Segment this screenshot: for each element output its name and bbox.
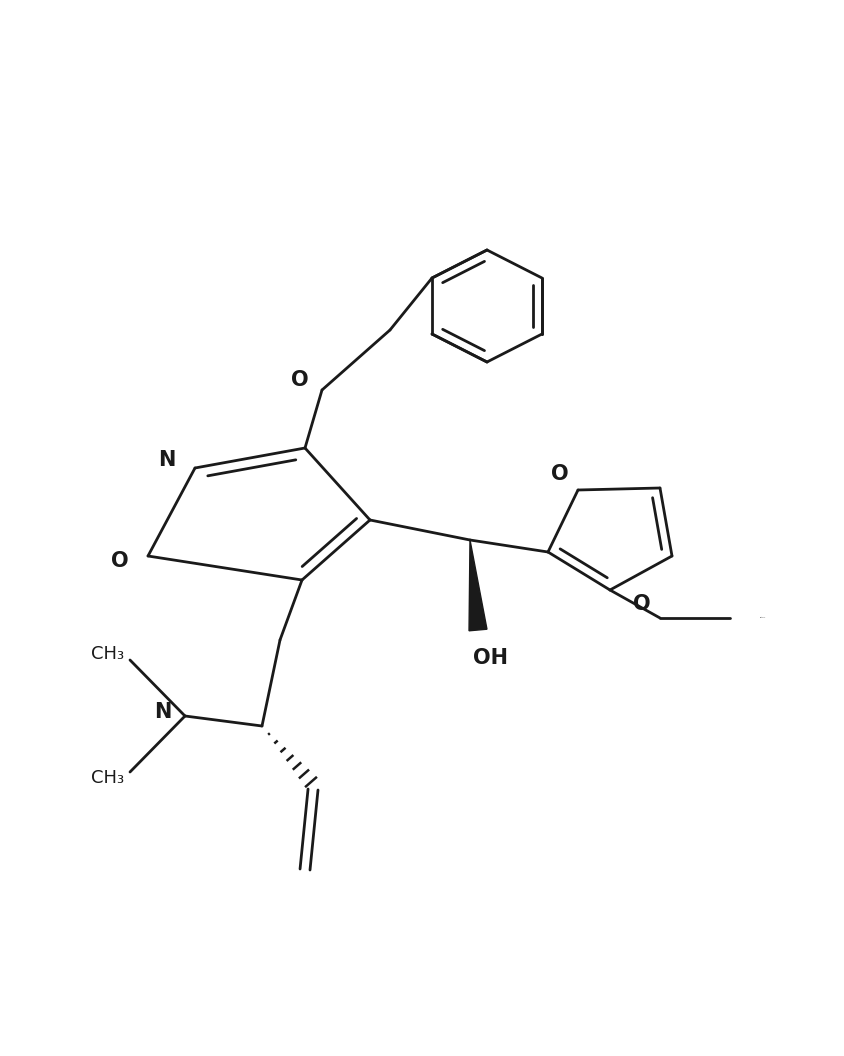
Polygon shape xyxy=(469,540,487,630)
Text: CH₃: CH₃ xyxy=(91,769,125,787)
Text: O: O xyxy=(551,464,569,484)
Text: N: N xyxy=(154,702,171,722)
Text: CH₃: CH₃ xyxy=(91,645,125,663)
Text: OH: OH xyxy=(473,648,507,668)
Text: N: N xyxy=(159,450,176,470)
Text: O: O xyxy=(111,551,129,571)
Text: methoxy: methoxy xyxy=(760,617,766,618)
Text: O: O xyxy=(633,593,651,614)
Text: O: O xyxy=(291,370,309,390)
